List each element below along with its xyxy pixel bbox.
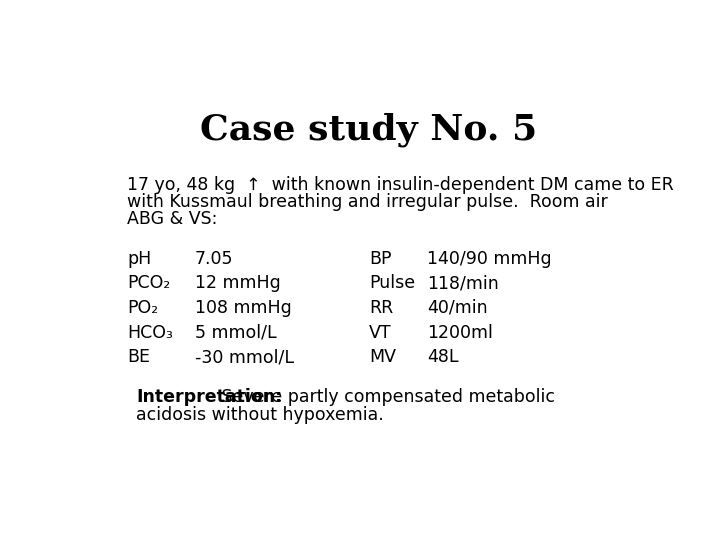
- Text: Severe partly compensated metabolic: Severe partly compensated metabolic: [216, 388, 555, 406]
- Text: RR: RR: [369, 299, 393, 317]
- Text: 12 mmHg: 12 mmHg: [194, 274, 280, 292]
- Text: with Kussmaul breathing and irregular pulse.  Room air: with Kussmaul breathing and irregular pu…: [127, 193, 608, 211]
- Text: VT: VT: [369, 323, 392, 341]
- Text: pH: pH: [127, 249, 151, 268]
- Text: 140/90 mmHg: 140/90 mmHg: [427, 249, 552, 268]
- Text: 118/min: 118/min: [427, 274, 499, 292]
- Text: HCO₃: HCO₃: [127, 323, 174, 341]
- Text: Pulse: Pulse: [369, 274, 415, 292]
- Text: MV: MV: [369, 348, 396, 366]
- Text: 17 yo, 48 kg  ↑  with known insulin-dependent DM came to ER: 17 yo, 48 kg ↑ with known insulin-depend…: [127, 177, 674, 194]
- Text: 108 mmHg: 108 mmHg: [194, 299, 292, 317]
- Text: Interpretation:: Interpretation:: [137, 388, 283, 406]
- Text: 5 mmol/L: 5 mmol/L: [194, 323, 276, 341]
- Text: 48L: 48L: [427, 348, 459, 366]
- Text: 1200ml: 1200ml: [427, 323, 493, 341]
- Text: acidosis without hypoxemia.: acidosis without hypoxemia.: [137, 406, 384, 424]
- Text: PO₂: PO₂: [127, 299, 158, 317]
- Text: BP: BP: [369, 249, 392, 268]
- Text: BE: BE: [127, 348, 150, 366]
- Text: PCO₂: PCO₂: [127, 274, 171, 292]
- Text: ABG & VS:: ABG & VS:: [127, 210, 217, 228]
- Text: -30 mmol/L: -30 mmol/L: [194, 348, 294, 366]
- Text: Case study No. 5: Case study No. 5: [200, 112, 538, 147]
- Text: 40/min: 40/min: [427, 299, 487, 317]
- Text: 7.05: 7.05: [194, 249, 233, 268]
